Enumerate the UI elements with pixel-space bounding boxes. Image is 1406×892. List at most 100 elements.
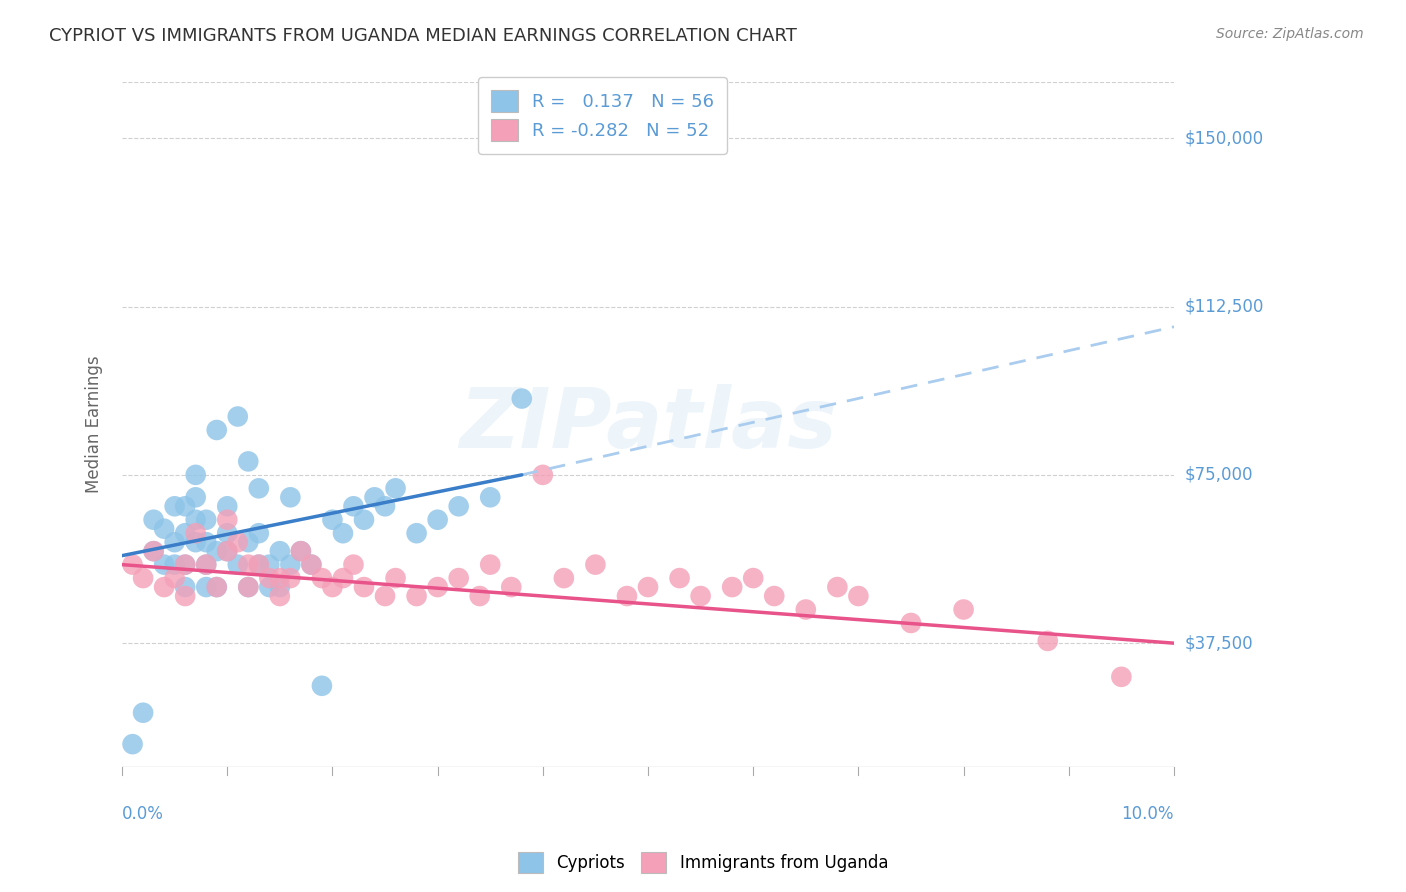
Point <box>174 558 197 572</box>
Point <box>269 544 291 558</box>
Point <box>583 558 606 572</box>
Point <box>280 558 302 572</box>
Point <box>132 706 155 720</box>
Point <box>848 589 870 603</box>
Point <box>184 526 207 541</box>
Point <box>238 580 260 594</box>
Point <box>226 558 249 572</box>
Point <box>468 589 491 603</box>
Point <box>553 571 575 585</box>
Point <box>269 589 291 603</box>
Point <box>184 491 207 505</box>
Point <box>384 481 406 495</box>
Point <box>142 544 165 558</box>
Point <box>374 500 396 514</box>
Point <box>405 589 427 603</box>
Point <box>721 580 744 594</box>
Y-axis label: Median Earnings: Median Earnings <box>86 356 103 493</box>
Point <box>247 526 270 541</box>
Point <box>184 467 207 482</box>
Point <box>342 500 364 514</box>
Point <box>426 513 449 527</box>
Point <box>226 409 249 424</box>
Point <box>142 513 165 527</box>
Point <box>447 500 470 514</box>
Point <box>479 558 502 572</box>
Text: $112,500: $112,500 <box>1185 298 1264 316</box>
Point <box>1036 634 1059 648</box>
Point <box>269 571 291 585</box>
Point <box>426 580 449 594</box>
Point <box>1111 670 1133 684</box>
Point <box>153 522 176 536</box>
Point <box>374 589 396 603</box>
Point <box>299 558 322 572</box>
Point <box>531 467 554 482</box>
Point <box>195 580 218 594</box>
Point <box>332 526 354 541</box>
Point <box>280 491 302 505</box>
Text: 10.0%: 10.0% <box>1122 805 1174 823</box>
Point <box>405 526 427 541</box>
Point <box>952 602 974 616</box>
Point <box>280 571 302 585</box>
Text: $37,500: $37,500 <box>1185 634 1254 652</box>
Point <box>163 500 186 514</box>
Point <box>290 544 312 558</box>
Point <box>205 544 228 558</box>
Text: CYPRIOT VS IMMIGRANTS FROM UGANDA MEDIAN EARNINGS CORRELATION CHART: CYPRIOT VS IMMIGRANTS FROM UGANDA MEDIAN… <box>49 27 797 45</box>
Point <box>195 513 218 527</box>
Text: $75,000: $75,000 <box>1185 466 1254 483</box>
Point <box>217 526 239 541</box>
Point <box>259 580 281 594</box>
Point <box>637 580 659 594</box>
Point <box>510 392 533 406</box>
Point <box>163 558 186 572</box>
Point <box>363 491 385 505</box>
Point <box>321 513 343 527</box>
Point <box>332 571 354 585</box>
Point <box>238 558 260 572</box>
Point <box>174 558 197 572</box>
Point <box>353 513 375 527</box>
Point <box>269 580 291 594</box>
Point <box>827 580 849 594</box>
Point <box>247 558 270 572</box>
Point <box>184 513 207 527</box>
Point <box>689 589 711 603</box>
Legend: Cypriots, Immigrants from Uganda: Cypriots, Immigrants from Uganda <box>510 846 896 880</box>
Point <box>447 571 470 585</box>
Text: 0.0%: 0.0% <box>122 805 165 823</box>
Point <box>247 481 270 495</box>
Point <box>163 571 186 585</box>
Legend: R =   0.137   N = 56, R = -0.282   N = 52: R = 0.137 N = 56, R = -0.282 N = 52 <box>478 78 727 154</box>
Text: Source: ZipAtlas.com: Source: ZipAtlas.com <box>1216 27 1364 41</box>
Point <box>184 535 207 549</box>
Point <box>226 535 249 549</box>
Point <box>174 500 197 514</box>
Point <box>174 580 197 594</box>
Point <box>321 580 343 594</box>
Point <box>247 558 270 572</box>
Point <box>259 571 281 585</box>
Point <box>174 526 197 541</box>
Point <box>205 423 228 437</box>
Point <box>238 580 260 594</box>
Point <box>195 558 218 572</box>
Point <box>794 602 817 616</box>
Point <box>238 535 260 549</box>
Point <box>353 580 375 594</box>
Point <box>668 571 690 585</box>
Point <box>205 580 228 594</box>
Point <box>742 571 765 585</box>
Point <box>616 589 638 603</box>
Point <box>217 544 239 558</box>
Point <box>132 571 155 585</box>
Point <box>121 558 143 572</box>
Point <box>217 500 239 514</box>
Point <box>163 535 186 549</box>
Text: $150,000: $150,000 <box>1185 129 1264 147</box>
Point <box>153 580 176 594</box>
Point <box>290 544 312 558</box>
Point <box>479 491 502 505</box>
